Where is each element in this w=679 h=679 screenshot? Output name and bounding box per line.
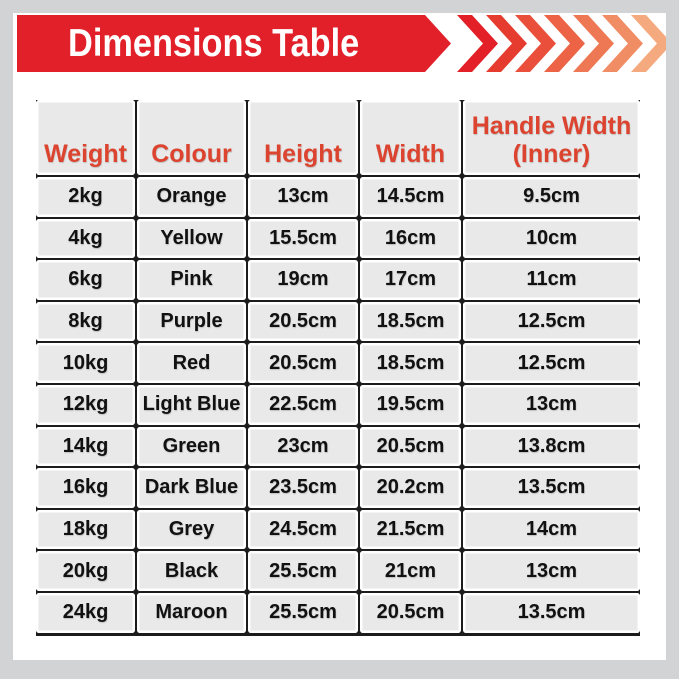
table-cell: Maroon bbox=[137, 592, 246, 633]
table-cell: 21cm bbox=[360, 551, 461, 591]
table-cell: 13.5cm bbox=[463, 592, 640, 633]
table-cell: 9.5cm bbox=[463, 177, 640, 217]
table-cell: 15.5cm bbox=[248, 218, 358, 259]
table-cell: 10kg bbox=[36, 343, 135, 383]
table-cell: 20kg bbox=[36, 551, 135, 591]
table-cell: 11cm bbox=[463, 260, 640, 300]
table-cell: 16cm bbox=[360, 218, 461, 259]
table-cell: Purple bbox=[137, 301, 246, 342]
table-cell: 19.5cm bbox=[360, 384, 461, 425]
table-cell: 20.5cm bbox=[248, 343, 358, 383]
table-cell: 12.5cm bbox=[463, 343, 640, 383]
table-cell: Green bbox=[137, 426, 246, 467]
table-cell: 14cm bbox=[463, 509, 640, 550]
table-cell: 18kg bbox=[36, 509, 135, 550]
table-cell: 20.5cm bbox=[248, 301, 358, 342]
column-header: Width bbox=[360, 100, 461, 175]
table-cell: Black bbox=[137, 551, 246, 591]
table-cell: Red bbox=[137, 343, 246, 383]
table-cell: 12kg bbox=[36, 384, 135, 425]
table-cell: 13cm bbox=[463, 384, 640, 425]
table-cell: 6kg bbox=[36, 260, 135, 300]
table-cell: 23.5cm bbox=[248, 468, 358, 508]
dimensions-table: Weight Colour Height Width Handle Width (Inn… bbox=[36, 100, 640, 636]
chevron-row bbox=[457, 15, 666, 72]
table-cell: 17cm bbox=[360, 260, 461, 300]
table-cell: 8kg bbox=[36, 301, 135, 342]
column-header: Colour bbox=[137, 100, 246, 175]
table-cell: 24.5cm bbox=[248, 509, 358, 550]
table-cell: 23cm bbox=[248, 426, 358, 467]
column-header: Handle Width (Inner) bbox=[463, 100, 640, 175]
table-cell: Pink bbox=[137, 260, 246, 300]
table-cell: 16kg bbox=[36, 468, 135, 508]
table-cell: Dark Blue bbox=[137, 468, 246, 508]
table-cell: 20.5cm bbox=[360, 592, 461, 633]
table-cell: 20.5cm bbox=[360, 426, 461, 467]
table-cell: 2kg bbox=[36, 177, 135, 217]
table-cell: 12.5cm bbox=[463, 301, 640, 342]
table-cell: Orange bbox=[137, 177, 246, 217]
table-cell: 22.5cm bbox=[248, 384, 358, 425]
table-cell: 19cm bbox=[248, 260, 358, 300]
table-cell: Yellow bbox=[137, 218, 246, 259]
column-header: Weight bbox=[36, 100, 135, 175]
table-cell: 4kg bbox=[36, 218, 135, 259]
table-cell: 14kg bbox=[36, 426, 135, 467]
page-title: Dimensions Table bbox=[68, 21, 360, 65]
table-cell: 18.5cm bbox=[360, 343, 461, 383]
table-cell: 20.2cm bbox=[360, 468, 461, 508]
table-cell: 13cm bbox=[248, 177, 358, 217]
card: Dimensions Table Weight Colour Height Width… bbox=[13, 13, 666, 660]
table-cell: 14.5cm bbox=[360, 177, 461, 217]
column-header: Height bbox=[248, 100, 358, 175]
table-cell: Light Blue bbox=[137, 384, 246, 425]
table-cell: 24kg bbox=[36, 592, 135, 633]
table-cell: 25.5cm bbox=[248, 592, 358, 633]
table-cell: 21.5cm bbox=[360, 509, 461, 550]
table-cell: 13.8cm bbox=[463, 426, 640, 467]
table-cell: 13cm bbox=[463, 551, 640, 591]
table-cell: 18.5cm bbox=[360, 301, 461, 342]
table-cell: 13.5cm bbox=[463, 468, 640, 508]
table-cell: Grey bbox=[137, 509, 246, 550]
chevron-arrow-icon bbox=[457, 15, 498, 72]
table-cell: 25.5cm bbox=[248, 551, 358, 591]
table-cell: 10cm bbox=[463, 218, 640, 259]
title-banner: Dimensions Table bbox=[17, 15, 451, 72]
